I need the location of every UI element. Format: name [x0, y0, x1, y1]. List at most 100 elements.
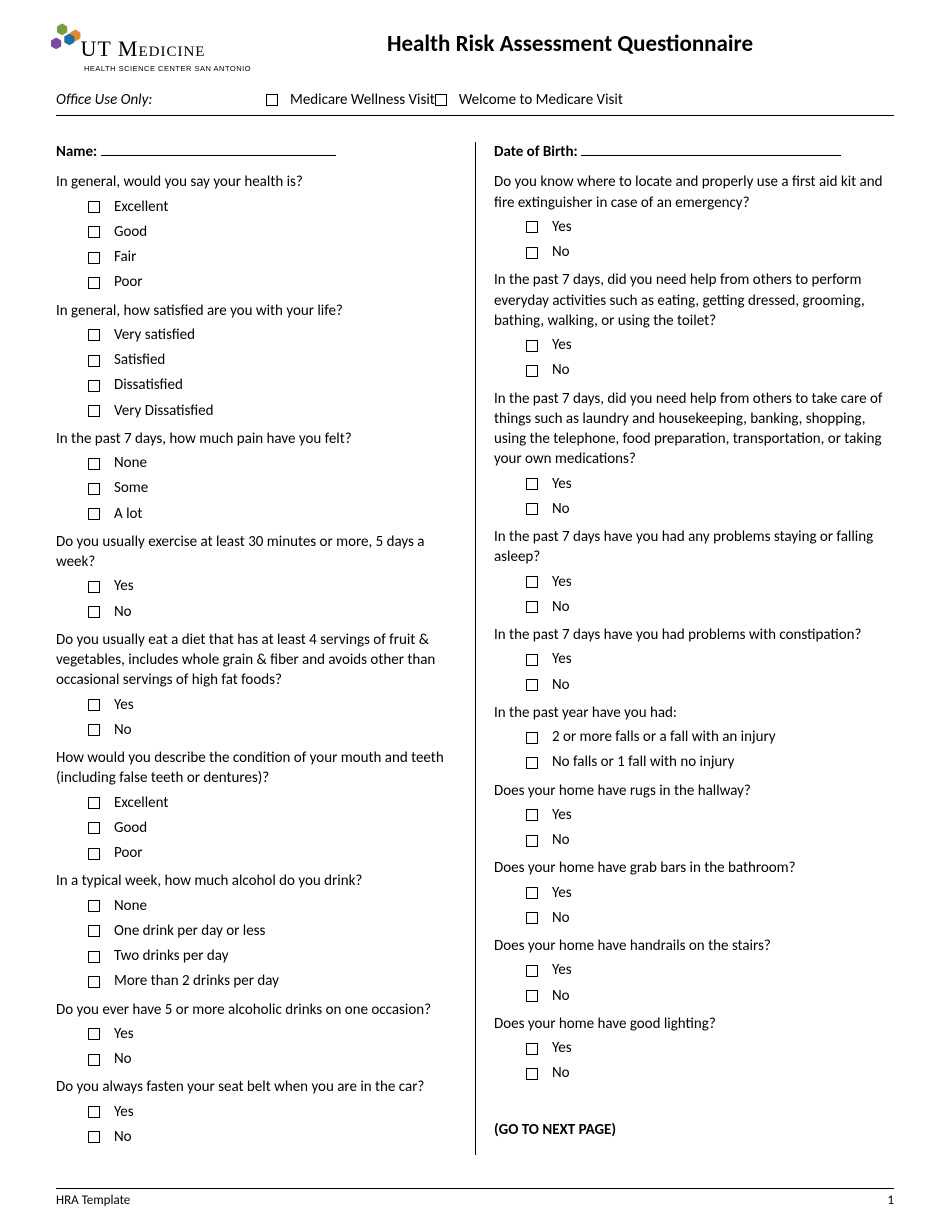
- option-row[interactable]: No: [526, 242, 894, 262]
- option-row[interactable]: Poor: [88, 843, 457, 863]
- option-row[interactable]: Fair: [88, 247, 457, 267]
- checkbox-icon[interactable]: [88, 581, 100, 593]
- option-row[interactable]: Yes: [526, 335, 894, 355]
- medicare-wellness-option[interactable]: Medicare Wellness Visit: [266, 91, 435, 109]
- option-row[interactable]: No: [88, 602, 457, 622]
- checkbox-icon[interactable]: [88, 508, 100, 520]
- checkbox-icon[interactable]: [88, 355, 100, 367]
- checkbox-icon[interactable]: [88, 724, 100, 736]
- option-row[interactable]: 2 or more falls or a fall with an injury: [526, 727, 894, 747]
- option-row[interactable]: No: [526, 1063, 894, 1083]
- checkbox-icon[interactable]: [526, 679, 538, 691]
- checkbox-icon[interactable]: [88, 699, 100, 711]
- welcome-medicare-option[interactable]: Welcome to Medicare Visit: [435, 91, 623, 109]
- option-row[interactable]: Yes: [88, 1024, 457, 1044]
- dob-input-line[interactable]: [581, 155, 841, 156]
- option-row[interactable]: Yes: [526, 217, 894, 237]
- checkbox-icon[interactable]: [526, 990, 538, 1002]
- checkbox-icon[interactable]: [526, 887, 538, 899]
- option-row[interactable]: Satisfied: [88, 350, 457, 370]
- option-row[interactable]: Yes: [88, 695, 457, 715]
- option-label: Yes: [552, 335, 572, 355]
- checkbox-icon[interactable]: [88, 900, 100, 912]
- checkbox-icon[interactable]: [88, 822, 100, 834]
- option-row[interactable]: More than 2 drinks per day: [88, 971, 457, 991]
- option-row[interactable]: Good: [88, 818, 457, 838]
- option-row[interactable]: Two drinks per day: [88, 946, 457, 966]
- checkbox-icon[interactable]: [88, 1106, 100, 1118]
- checkbox-icon[interactable]: [526, 576, 538, 588]
- checkbox-icon[interactable]: [88, 201, 100, 213]
- checkbox-icon[interactable]: [88, 976, 100, 988]
- checkbox-icon[interactable]: [266, 94, 278, 106]
- option-row[interactable]: Yes: [88, 1102, 457, 1122]
- option-row[interactable]: No: [526, 675, 894, 695]
- checkbox-icon[interactable]: [88, 483, 100, 495]
- option-row[interactable]: A lot: [88, 504, 457, 524]
- option-row[interactable]: Yes: [88, 576, 457, 596]
- checkbox-icon[interactable]: [88, 458, 100, 470]
- checkbox-icon[interactable]: [526, 809, 538, 821]
- checkbox-icon[interactable]: [526, 757, 538, 769]
- option-row[interactable]: No: [526, 499, 894, 519]
- checkbox-icon[interactable]: [88, 277, 100, 289]
- checkbox-icon[interactable]: [88, 1054, 100, 1066]
- option-row[interactable]: No: [88, 720, 457, 740]
- name-input-line[interactable]: [101, 155, 336, 156]
- option-row[interactable]: Good: [88, 222, 457, 242]
- option-row[interactable]: Excellent: [88, 197, 457, 217]
- checkbox-icon[interactable]: [88, 329, 100, 341]
- option-row[interactable]: No: [526, 830, 894, 850]
- checkbox-icon[interactable]: [526, 912, 538, 924]
- option-row[interactable]: No: [88, 1127, 457, 1147]
- checkbox-icon[interactable]: [526, 654, 538, 666]
- option-row[interactable]: No falls or 1 fall with no injury: [526, 752, 894, 772]
- checkbox-icon[interactable]: [526, 247, 538, 259]
- checkbox-icon[interactable]: [526, 732, 538, 744]
- checkbox-icon[interactable]: [526, 478, 538, 490]
- checkbox-icon[interactable]: [88, 252, 100, 264]
- question-text: In the past 7 days have you had any prob…: [494, 527, 894, 568]
- checkbox-icon[interactable]: [526, 365, 538, 377]
- option-row[interactable]: No: [526, 360, 894, 380]
- checkbox-icon[interactable]: [526, 835, 538, 847]
- checkbox-icon[interactable]: [88, 380, 100, 392]
- option-row[interactable]: Yes: [526, 960, 894, 980]
- checkbox-icon[interactable]: [526, 965, 538, 977]
- option-row[interactable]: No: [526, 986, 894, 1006]
- checkbox-icon[interactable]: [88, 1028, 100, 1040]
- checkbox-icon[interactable]: [88, 848, 100, 860]
- option-row[interactable]: Very Dissatisfied: [88, 401, 457, 421]
- option-row[interactable]: Poor: [88, 272, 457, 292]
- checkbox-icon[interactable]: [526, 1043, 538, 1055]
- checkbox-icon[interactable]: [526, 340, 538, 352]
- checkbox-icon[interactable]: [88, 925, 100, 937]
- option-row[interactable]: Dissatisfied: [88, 375, 457, 395]
- checkbox-icon[interactable]: [88, 1131, 100, 1143]
- option-row[interactable]: None: [88, 453, 457, 473]
- checkbox-icon[interactable]: [435, 94, 447, 106]
- checkbox-icon[interactable]: [526, 601, 538, 613]
- checkbox-icon[interactable]: [526, 503, 538, 515]
- option-row[interactable]: One drink per day or less: [88, 921, 457, 941]
- checkbox-icon[interactable]: [88, 226, 100, 238]
- checkbox-icon[interactable]: [88, 405, 100, 417]
- option-row[interactable]: Yes: [526, 1038, 894, 1058]
- checkbox-icon[interactable]: [88, 606, 100, 618]
- checkbox-icon[interactable]: [526, 1068, 538, 1080]
- option-row[interactable]: No: [88, 1049, 457, 1069]
- option-row[interactable]: Very satisfied: [88, 325, 457, 345]
- checkbox-icon[interactable]: [88, 797, 100, 809]
- option-row[interactable]: Yes: [526, 805, 894, 825]
- option-row[interactable]: Yes: [526, 883, 894, 903]
- option-row[interactable]: Some: [88, 478, 457, 498]
- option-row[interactable]: Yes: [526, 649, 894, 669]
- option-row[interactable]: None: [88, 896, 457, 916]
- checkbox-icon[interactable]: [526, 221, 538, 233]
- option-row[interactable]: Yes: [526, 474, 894, 494]
- option-row[interactable]: No: [526, 597, 894, 617]
- checkbox-icon[interactable]: [88, 951, 100, 963]
- option-row[interactable]: Excellent: [88, 793, 457, 813]
- option-row[interactable]: No: [526, 908, 894, 928]
- option-row[interactable]: Yes: [526, 572, 894, 592]
